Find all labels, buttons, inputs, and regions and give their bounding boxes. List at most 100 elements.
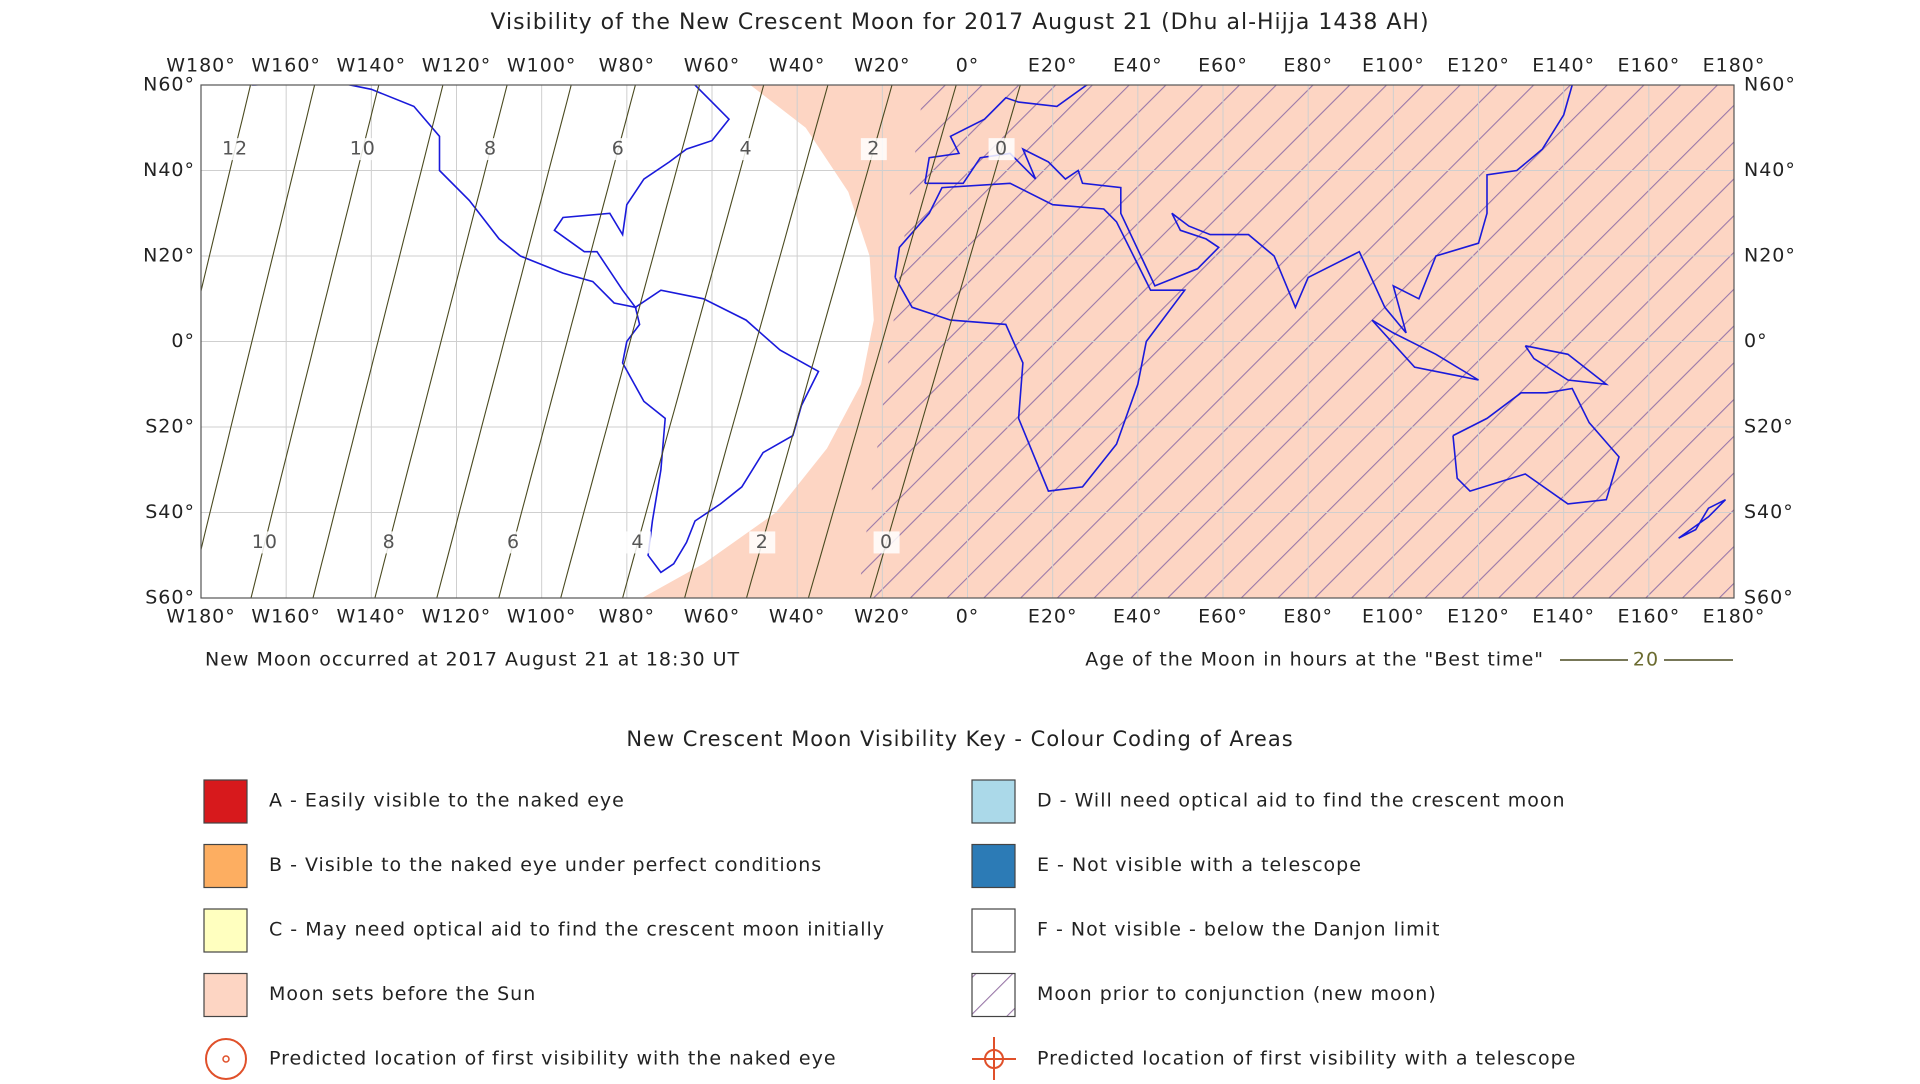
age-contour	[436, 85, 572, 598]
longitude-label: E40°	[1113, 606, 1163, 628]
longitude-label: W60°	[684, 55, 740, 77]
key-title: New Crescent Moon Visibility Key - Colou…	[626, 727, 1293, 751]
longitude-label: W80°	[599, 606, 655, 628]
contour-label-bg	[222, 138, 249, 161]
key-label: E - Not visible with a telescope	[1037, 854, 1362, 876]
age-legend: Age of the Moon in hours at the "Best ti…	[1085, 649, 1544, 671]
key-label: F - Not visible - below the Danjon limit	[1037, 919, 1440, 941]
coastline	[924, 85, 1574, 334]
longitude-label: 0°	[956, 606, 980, 628]
longitude-label: W140°	[337, 606, 407, 628]
key-swatch	[971, 972, 1016, 1018]
contour-label: 8	[383, 531, 396, 553]
contour-label: 0	[995, 138, 1008, 160]
key-swatch	[971, 908, 1016, 953]
longitude-label: E120°	[1447, 606, 1510, 628]
map-frame	[200, 84, 1735, 599]
longitude-label: E100°	[1362, 55, 1425, 77]
map: 12 10 8 6 4 2 0 10 8 6 4 2 0	[0, 68, 1734, 615]
key-label: B - Visible to the naked eye under perfe…	[269, 854, 822, 876]
latitude-label: N60°	[143, 74, 195, 96]
longitude-label: E140°	[1532, 55, 1595, 77]
age-contour	[312, 85, 444, 598]
longitude-label: W120°	[422, 606, 492, 628]
age-contour	[201, 85, 316, 552]
contour-label-bg	[349, 138, 376, 161]
longitude-label: W40°	[769, 606, 825, 628]
key-label: Moon prior to conjunction (new moon)	[1037, 983, 1437, 1005]
age-contour	[807, 85, 957, 598]
key-symbol	[205, 1038, 247, 1080]
latitude-label: 0°	[171, 330, 195, 352]
longitude-label: E60°	[1198, 55, 1248, 77]
key-swatch	[203, 843, 248, 889]
key-swatch	[971, 779, 1016, 824]
key-label: Predicted location of first visibility w…	[1037, 1048, 1576, 1070]
latitude-label: S60°	[1744, 587, 1794, 609]
longitude-label: E180°	[1703, 55, 1766, 77]
longitude-label: E20°	[1028, 606, 1078, 628]
key-label: A - Easily visible to the naked eye	[269, 790, 625, 812]
latitude-label: N20°	[1744, 245, 1796, 267]
longitude-label: W180°	[166, 606, 236, 628]
key-swatch	[203, 908, 248, 953]
longitude-label: W20°	[854, 55, 910, 77]
longitude-label: E60°	[1198, 606, 1248, 628]
contour-label-bg	[624, 531, 651, 554]
contour-label: 6	[612, 138, 625, 160]
longitude-label: W160°	[251, 606, 321, 628]
longitude-label: W100°	[507, 55, 577, 77]
latitude-label: 0°	[1744, 330, 1768, 352]
latitude-label: N40°	[143, 159, 195, 181]
contour-label: 2	[867, 138, 880, 160]
latitude-label: S60°	[145, 587, 195, 609]
contour-label-bg	[749, 531, 776, 554]
longitude-label: W160°	[251, 55, 321, 77]
key-symbol	[222, 1055, 230, 1063]
title: Visibility of the New Crescent Moon for …	[490, 10, 1429, 35]
contour-label-bg	[376, 531, 403, 554]
contour-label-bg	[988, 138, 1015, 161]
map-labels: W180° W180° W160° W160° W140° W140° W120° W120°…	[143, 55, 1796, 628]
longitude-label: W80°	[599, 55, 655, 77]
contour-label-bg	[251, 531, 278, 554]
coastline	[1524, 345, 1610, 386]
contour-label: 4	[740, 138, 753, 160]
contour-label: 2	[756, 531, 769, 553]
contour-label-bg	[500, 531, 527, 554]
latitude-label: S40°	[145, 501, 195, 523]
key: A - Easily visible to the naked eye D - W…	[203, 779, 1576, 1081]
contour-label-bg	[477, 138, 504, 161]
contour-label: 0	[880, 531, 893, 553]
age-legend-gap	[1628, 648, 1664, 672]
contour-label-bg	[873, 531, 900, 554]
key-symbol	[972, 1037, 1016, 1081]
age-contour	[0, 68, 126, 615]
coastline	[1452, 387, 1620, 505]
coastline	[1678, 498, 1727, 539]
age-legend-sample: 20	[1633, 649, 1659, 671]
latitude-label: S20°	[145, 416, 195, 438]
longitude-label: W100°	[507, 606, 577, 628]
contour-label: 4	[631, 531, 644, 553]
new-moon-note: New Moon occurred at 2017 August 21 at 1…	[205, 649, 740, 671]
longitude-label: E100°	[1362, 606, 1425, 628]
contour-label: 10	[252, 531, 278, 553]
contour-label-bg	[860, 138, 887, 161]
age-contour	[560, 85, 701, 598]
contour-label-bg	[733, 138, 760, 161]
key-swatch	[203, 972, 248, 1018]
coastline	[252, 85, 731, 309]
latitude-label: S20°	[1744, 416, 1794, 438]
latitude-label: S40°	[1744, 501, 1794, 523]
longitude-label: W140°	[337, 55, 407, 77]
longitude-label: 0°	[956, 55, 980, 77]
key-label: D - Will need optical aid to find the cr…	[1037, 790, 1566, 812]
latitude-label: N20°	[143, 245, 195, 267]
longitude-label: E180°	[1703, 606, 1766, 628]
longitude-label: E40°	[1113, 55, 1163, 77]
coastline	[621, 289, 820, 574]
contour-label: 10	[350, 138, 376, 160]
longitude-label: W20°	[854, 606, 910, 628]
